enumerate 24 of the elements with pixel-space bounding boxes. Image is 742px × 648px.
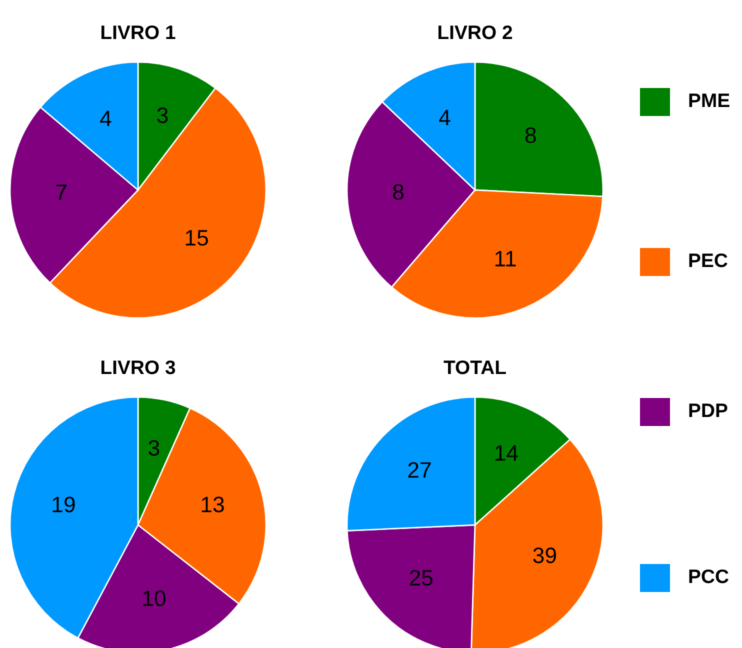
data-label: 15 [186, 230, 208, 246]
data-label: 14 [496, 445, 518, 461]
legend-label: PDP [689, 404, 728, 418]
data-label: 8 [393, 184, 404, 200]
legend-label: PME [689, 94, 730, 108]
chart-title: LIVRO 1 [101, 25, 176, 40]
data-label: 4 [100, 110, 112, 126]
data-label: 11 [495, 251, 516, 266]
data-label: 27 [408, 462, 431, 478]
data-label: 7 [56, 184, 66, 200]
legend-label: PEC [689, 253, 728, 268]
chart-title: LIVRO 3 [101, 360, 176, 374]
data-label: 25 [410, 570, 433, 586]
chart-title: LIVRO 2 [438, 25, 512, 40]
data-label: 10 [143, 590, 166, 606]
data-label: 4 [439, 110, 450, 126]
data-label: 8 [525, 127, 536, 144]
data-label: 39 [533, 548, 556, 564]
data-label: 3 [157, 107, 168, 124]
chart-title: TOTAL [444, 360, 506, 374]
legend-label: PCC [689, 569, 729, 584]
data-label: 19 [52, 496, 75, 512]
data-label: 13 [202, 496, 224, 512]
data-label: 3 [148, 440, 160, 456]
